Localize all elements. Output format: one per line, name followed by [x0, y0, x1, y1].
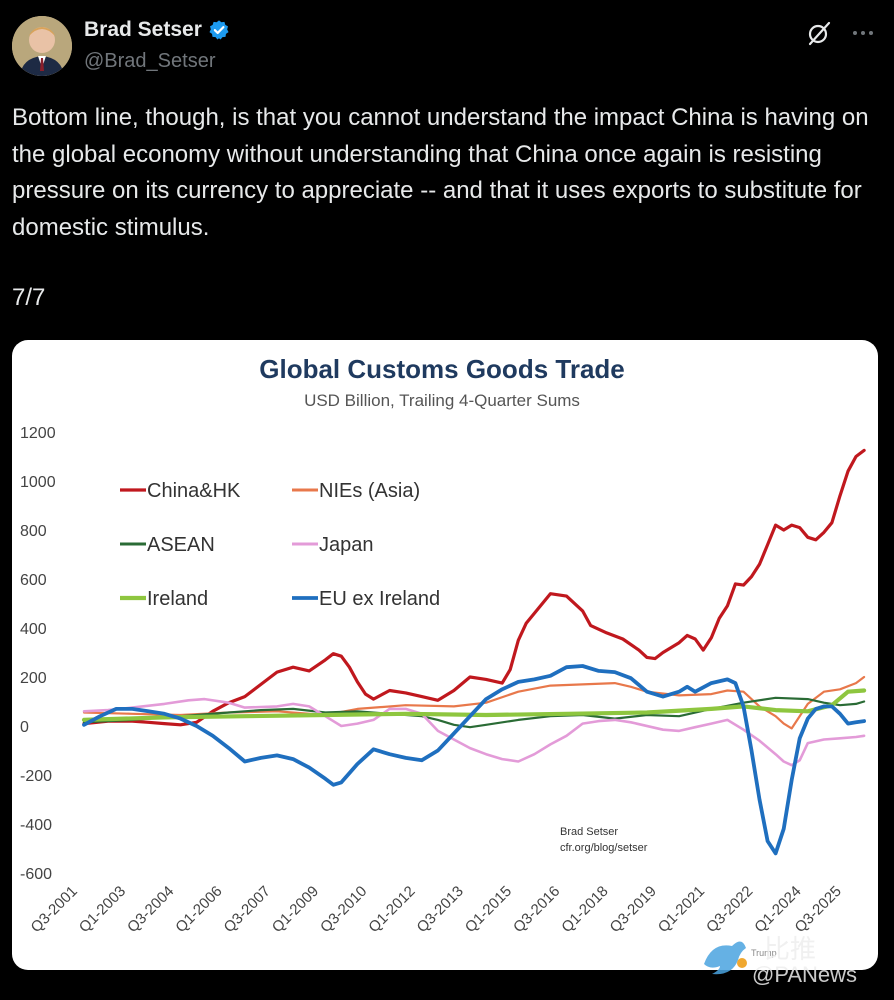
y-tick-label: 200 [20, 670, 47, 687]
legend: China&HK NIEs (Asia) ASEAN Japan Ireland EU e… [120, 480, 440, 610]
trade-chart: Global Customs Goods Trade USD Billion, … [20, 354, 867, 936]
y-axis: 1200 1000 800 600 400 200 0 -200 -400 -600 [20, 425, 56, 883]
thread-position: 7/7 [12, 284, 46, 311]
bird-logo-icon [704, 941, 746, 975]
series-line-japan [82, 697, 866, 767]
x-tick-label: Q1-2006 [172, 883, 225, 936]
author-handle[interactable]: @Brad_Setser [84, 50, 216, 72]
y-tick-label: -200 [20, 768, 52, 785]
author-avatar[interactable] [12, 16, 72, 76]
x-tick-label: Q3-2007 [221, 883, 274, 936]
y-tick-label: 1200 [20, 425, 56, 442]
series-lines [81, 448, 867, 856]
x-tick-label: Q3-2001 [28, 883, 81, 936]
y-tick-label: 600 [20, 572, 47, 589]
chart-subtitle: USD Billion, Trailing 4-Quarter Sums [304, 391, 580, 410]
watermark: Trump 比推 @PANews [698, 928, 888, 988]
x-tick-label: Q1-2015 [462, 883, 515, 936]
x-tick-label: Q3-2010 [317, 883, 370, 936]
y-tick-label: 1000 [20, 474, 56, 491]
chart-image[interactable]: Global Customs Goods Trade USD Billion, … [12, 340, 878, 970]
series-line-asean [82, 696, 866, 729]
legend-label: China&HK [147, 480, 241, 502]
watermark-cn-text: 比推 [764, 935, 816, 965]
x-tick-label: Q3-2019 [607, 883, 660, 936]
y-tick-label: 800 [20, 523, 47, 540]
avatar-image [12, 16, 72, 76]
x-tick-label: Q3-2013 [414, 883, 467, 936]
more-icon[interactable] [850, 20, 876, 46]
legend-label: EU ex Ireland [319, 588, 440, 610]
series-line-china-hk [82, 448, 866, 727]
x-tick-label: Q1-2012 [365, 883, 418, 936]
coin-icon [737, 958, 747, 968]
series-line-eu-ex-ireland [82, 664, 866, 856]
legend-label: ASEAN [147, 534, 215, 556]
watermark-en-text: @PANews [752, 962, 857, 987]
legend-label: NIEs (Asia) [319, 480, 420, 502]
x-tick-label: Q1-2009 [269, 883, 322, 936]
legend-label: Ireland [147, 588, 208, 610]
chart-title: Global Customs Goods Trade [259, 354, 625, 384]
y-tick-label: -400 [20, 817, 52, 834]
watermark-small-text: Trump [751, 948, 777, 958]
verified-badge-icon [209, 20, 229, 40]
grok-icon[interactable] [806, 20, 832, 46]
post-text: Bottom line, though, is that you cannot … [12, 104, 869, 241]
legend-label: Japan [319, 534, 374, 556]
y-tick-label: -600 [20, 866, 52, 883]
x-tick-label: Q1-2018 [558, 883, 611, 936]
x-tick-label: Q3-2004 [124, 883, 177, 936]
chart-credit-url: cfr.org/blog/setser [560, 842, 648, 854]
author-name[interactable]: Brad Setser [84, 18, 202, 41]
chart-credit-author: Brad Setser [560, 826, 618, 838]
y-tick-label: 400 [20, 621, 47, 638]
x-tick-label: Q1-2003 [76, 883, 129, 936]
y-tick-label: 0 [20, 719, 29, 736]
x-tick-label: Q3-2016 [510, 883, 563, 936]
